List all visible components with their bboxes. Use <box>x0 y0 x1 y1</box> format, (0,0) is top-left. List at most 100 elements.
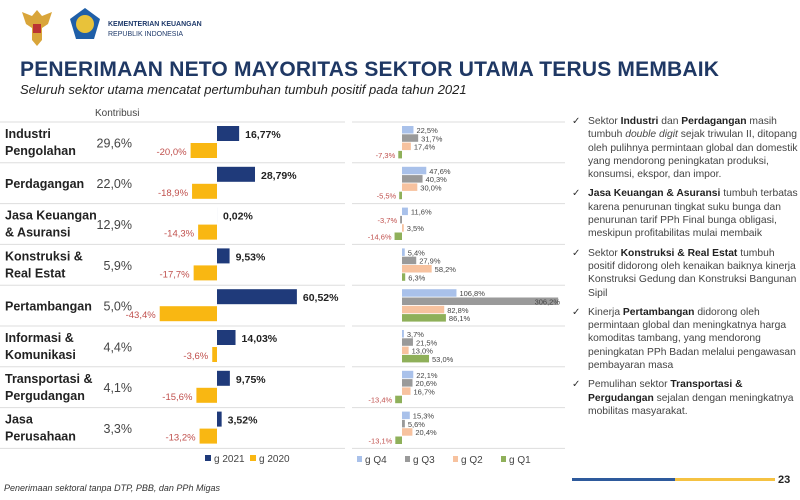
bar-gq3 <box>402 256 417 265</box>
bar-gq4 <box>402 289 457 297</box>
bar-g2021 <box>217 370 230 386</box>
category-label: Perdagangan <box>5 177 84 191</box>
bar-g2021 <box>217 126 240 141</box>
label-g2020: -17,7% <box>160 269 191 280</box>
label-g2021: 28,79% <box>261 170 297 182</box>
bar-g2020 <box>159 306 217 322</box>
legend-label: g 2021 <box>214 454 245 465</box>
bar-gq3 <box>402 419 405 428</box>
bullet-text: Pertambangan <box>622 306 695 318</box>
label-gq1: -5,5% <box>377 192 397 201</box>
label-gq4: 106,8% <box>459 289 485 298</box>
legend-swatch <box>250 455 256 461</box>
bar-g2020 <box>193 265 217 281</box>
category-label: Perusahaan <box>5 430 76 444</box>
bullet-text: tumbuh positif didorong oleh kenaikan ba… <box>588 247 797 299</box>
label-gq3: 5,6% <box>408 420 425 429</box>
label-gq4: 3,7% <box>407 330 424 339</box>
label-gq1: 6,3% <box>408 273 425 282</box>
label-gq2: 16,7% <box>414 387 436 396</box>
label-gq1: -7,3% <box>376 151 396 160</box>
bar-gq1 <box>398 150 402 159</box>
bullet-text: Transportasi & Pergudangan <box>588 379 743 404</box>
bullet-text: Sektor <box>588 116 621 127</box>
bar-gq2 <box>402 387 411 395</box>
category-label: Pertambangan <box>5 300 92 314</box>
legend-swatch <box>357 456 362 462</box>
label-g2020: -18,9% <box>158 188 189 199</box>
bar-gq3 <box>402 175 423 183</box>
bar-g2020 <box>212 347 217 362</box>
label-gq3: 31,7% <box>421 134 443 143</box>
bullet-text: sejak triwulan II, ditopang oleh pulihny… <box>588 129 798 181</box>
kemenkeu-logo <box>70 8 100 39</box>
bar-gq4 <box>402 248 405 256</box>
bullet-text: Industri <box>620 116 659 127</box>
label-gq3: 40,3% <box>426 175 448 184</box>
label-gq1: -14,6% <box>368 233 392 242</box>
bar-gq2 <box>402 305 445 314</box>
check-icon: ✓ <box>572 116 581 127</box>
kontribusi-value: 12,9% <box>97 218 132 232</box>
bar-g2020 <box>192 183 217 199</box>
category-label: Jasa <box>5 413 34 427</box>
bar-gq1 <box>395 395 402 404</box>
garuda-emblem <box>22 10 52 46</box>
bar-gq1 <box>402 354 430 363</box>
label-gq1: -13,4% <box>368 396 392 405</box>
kontribusi-value: 3,3% <box>104 422 133 436</box>
bar-gq1 <box>402 273 406 281</box>
legend-label: g Q4 <box>365 455 387 466</box>
bar-g2020 <box>198 224 217 240</box>
label-gq3: -3,7% <box>378 216 398 225</box>
label-g2020: -43,4% <box>126 310 157 321</box>
bar-gq2 <box>402 265 432 273</box>
label-gq2: 20,4% <box>415 428 437 437</box>
bar-gq2 <box>402 346 409 355</box>
bullet-text: masih tumbuh <box>588 116 777 141</box>
bullet-text: Jasa Keuangan & Asuransi <box>588 188 721 200</box>
legend-label: g Q3 <box>413 455 435 466</box>
label-gq4: 47,6% <box>429 167 451 176</box>
label-gq2: 30,0% <box>420 183 442 192</box>
category-label: Real Estat <box>5 266 66 280</box>
label-gq1: 53,0% <box>432 355 454 364</box>
check-icon: ✓ <box>572 188 581 200</box>
category-label: Jasa Keuangan <box>5 209 97 223</box>
legend-swatch <box>205 455 211 461</box>
bar-gq3 <box>400 215 402 224</box>
page-title: PENERIMAAN NETO MAYORITAS SEKTOR UTAMA T… <box>20 58 720 81</box>
label-gq2: 58,2% <box>435 265 457 274</box>
bullet-text: didorong oleh permintaan global dan meni… <box>588 306 796 372</box>
legend-label: g Q1 <box>509 455 531 466</box>
legend-swatch <box>501 456 506 462</box>
bar-gq3 <box>402 379 413 387</box>
bullet-item: ✓ Sektor Industri dan Perdagangan masih t… <box>572 115 800 181</box>
label-gq1: -13,1% <box>369 437 393 446</box>
bullet-text: Sektor <box>588 247 621 259</box>
bullet-item: ✓ Kinerja Pertambangan didorong oleh perm… <box>572 306 800 372</box>
bar-gq2 <box>402 142 411 151</box>
label-g2021: 3,52% <box>228 415 258 427</box>
footnote: Penerimaan sektoral tanpa DTP, PBB, dan … <box>4 483 220 493</box>
bar-g2021 <box>217 166 256 182</box>
category-label: Informasi & <box>5 331 74 345</box>
check-icon: ✓ <box>572 379 581 391</box>
org-subtitle: REPUBLIK INDONESIA <box>108 31 184 38</box>
check-icon: ✓ <box>572 247 581 259</box>
footer-line-yellow <box>675 478 775 481</box>
label-gq3: 20,6% <box>416 379 438 388</box>
bullet-text: Konstruksi & Real Estat <box>620 247 738 259</box>
label-gq4: 11,6% <box>411 208 432 217</box>
label-gq3: 306,2% <box>535 298 561 307</box>
kontribusi-value: 29,6% <box>97 136 132 150</box>
label-g2020: -20,0% <box>156 147 187 158</box>
category-label: Pengolahan <box>5 144 76 158</box>
label-g2020: -15,6% <box>162 392 193 403</box>
bar-gq3 <box>402 338 413 346</box>
bar-gq4 <box>402 207 408 216</box>
bar-gq4 <box>402 166 427 175</box>
kontribusi-value: 4,1% <box>104 381 133 395</box>
legend-label: g Q2 <box>461 455 483 466</box>
